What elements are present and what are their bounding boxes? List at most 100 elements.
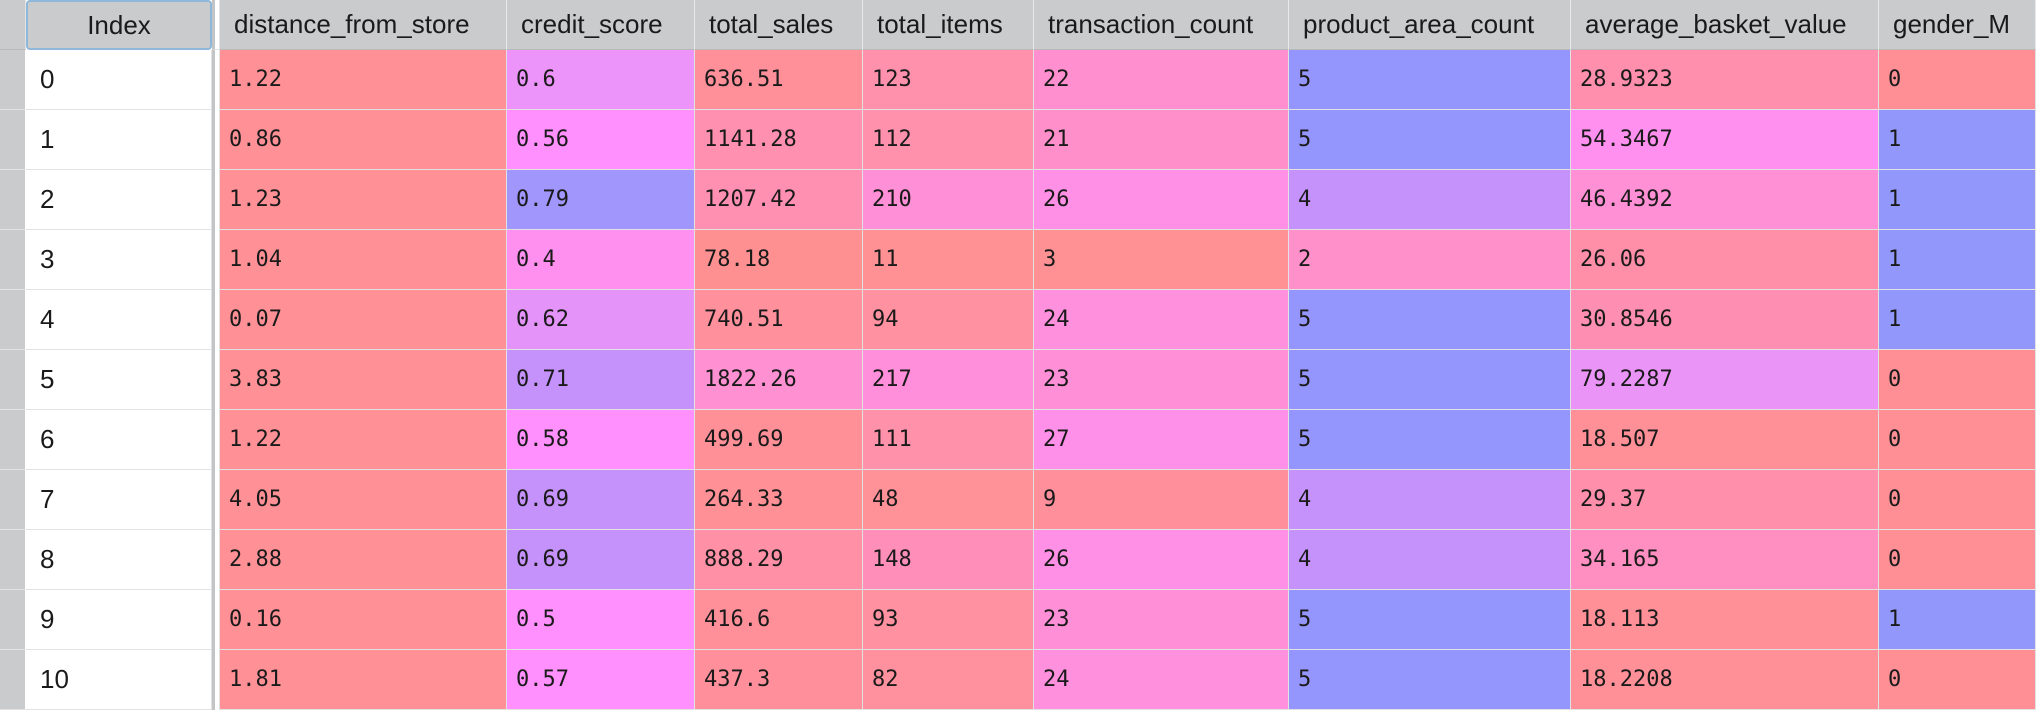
table-cell[interactable]: 0.71 — [507, 350, 695, 410]
table-cell[interactable]: 1 — [1879, 290, 2036, 350]
table-cell[interactable]: 0.5 — [507, 590, 695, 650]
table-cell[interactable]: 740.51 — [695, 290, 863, 350]
column-header-total-sales[interactable]: total_sales — [695, 0, 863, 50]
table-cell[interactable]: 416.6 — [695, 590, 863, 650]
table-cell[interactable]: 0 — [1879, 350, 2036, 410]
table-cell[interactable]: 11 — [863, 230, 1034, 290]
column-header-distance-from-store[interactable]: distance_from_store — [220, 0, 507, 50]
table-cell[interactable]: 94 — [863, 290, 1034, 350]
table-cell[interactable]: 437.3 — [695, 650, 863, 710]
table-cell[interactable]: 5 — [1289, 650, 1571, 710]
row-selector[interactable] — [0, 410, 26, 470]
table-cell[interactable]: 78.18 — [695, 230, 863, 290]
table-cell[interactable]: 2 — [1289, 230, 1571, 290]
table-cell[interactable]: 21 — [1034, 110, 1289, 170]
table-cell[interactable]: 112 — [863, 110, 1034, 170]
table-cell[interactable]: 1.22 — [220, 410, 507, 470]
table-cell[interactable]: 1.22 — [220, 50, 507, 110]
table-cell[interactable]: 24 — [1034, 650, 1289, 710]
table-cell[interactable]: 5 — [1289, 110, 1571, 170]
table-cell[interactable]: 1.81 — [220, 650, 507, 710]
table-cell[interactable]: 79.2287 — [1571, 350, 1879, 410]
table-cell[interactable]: 0 — [1879, 470, 2036, 530]
table-cell[interactable]: 1.23 — [220, 170, 507, 230]
row-selector[interactable] — [0, 350, 26, 410]
table-cell[interactable]: 0.69 — [507, 470, 695, 530]
column-header-average-basket-value[interactable]: average_basket_value — [1571, 0, 1879, 50]
table-cell[interactable]: 148 — [863, 530, 1034, 590]
table-cell[interactable]: 0.86 — [220, 110, 507, 170]
table-cell[interactable]: 0.58 — [507, 410, 695, 470]
table-cell[interactable]: 28.9323 — [1571, 50, 1879, 110]
table-cell[interactable]: 29.37 — [1571, 470, 1879, 530]
column-header-transaction-count[interactable]: transaction_count — [1034, 0, 1289, 50]
row-selector[interactable] — [0, 110, 26, 170]
table-cell[interactable]: 4 — [1289, 170, 1571, 230]
table-cell[interactable]: 111 — [863, 410, 1034, 470]
table-cell[interactable]: 0.57 — [507, 650, 695, 710]
table-cell[interactable]: 1.04 — [220, 230, 507, 290]
table-cell[interactable]: 1 — [1879, 230, 2036, 290]
table-cell[interactable]: 5 — [1289, 50, 1571, 110]
table-cell[interactable]: 26 — [1034, 530, 1289, 590]
table-cell[interactable]: 0 — [1879, 50, 2036, 110]
table-cell[interactable]: 5 — [1289, 590, 1571, 650]
table-cell[interactable]: 18.507 — [1571, 410, 1879, 470]
table-cell[interactable]: 23 — [1034, 590, 1289, 650]
table-cell[interactable]: 4.05 — [220, 470, 507, 530]
table-cell[interactable]: 5 — [1289, 290, 1571, 350]
table-cell[interactable]: 18.2208 — [1571, 650, 1879, 710]
column-header-index[interactable]: Index — [26, 0, 212, 50]
row-selector[interactable] — [0, 230, 26, 290]
table-cell[interactable]: 26 — [1034, 170, 1289, 230]
table-cell[interactable]: 46.4392 — [1571, 170, 1879, 230]
table-cell[interactable]: 499.69 — [695, 410, 863, 470]
table-cell[interactable]: 3.83 — [220, 350, 507, 410]
row-selector[interactable] — [0, 590, 26, 650]
table-cell[interactable]: 93 — [863, 590, 1034, 650]
row-selector[interactable] — [0, 50, 26, 110]
table-cell[interactable]: 23 — [1034, 350, 1289, 410]
table-cell[interactable]: 1141.28 — [695, 110, 863, 170]
table-cell[interactable]: 24 — [1034, 290, 1289, 350]
row-selector[interactable] — [0, 170, 26, 230]
table-cell[interactable]: 0 — [1879, 530, 2036, 590]
table-cell[interactable]: 217 — [863, 350, 1034, 410]
table-cell[interactable]: 18.113 — [1571, 590, 1879, 650]
table-cell[interactable]: 0.79 — [507, 170, 695, 230]
table-cell[interactable]: 5 — [1289, 350, 1571, 410]
table-cell[interactable]: 210 — [863, 170, 1034, 230]
table-cell[interactable]: 82 — [863, 650, 1034, 710]
table-cell[interactable]: 5 — [1289, 410, 1571, 470]
table-cell[interactable]: 1822.26 — [695, 350, 863, 410]
table-cell[interactable]: 26.06 — [1571, 230, 1879, 290]
column-header-gender-M[interactable]: gender_M — [1879, 0, 2036, 50]
table-cell[interactable]: 48 — [863, 470, 1034, 530]
row-selector[interactable] — [0, 470, 26, 530]
table-cell[interactable]: 54.3467 — [1571, 110, 1879, 170]
table-cell[interactable]: 4 — [1289, 530, 1571, 590]
table-cell[interactable]: 27 — [1034, 410, 1289, 470]
table-cell[interactable]: 0.4 — [507, 230, 695, 290]
table-cell[interactable]: 0.69 — [507, 530, 695, 590]
table-cell[interactable]: 2.88 — [220, 530, 507, 590]
table-cell[interactable]: 1207.42 — [695, 170, 863, 230]
column-header-product-area-count[interactable]: product_area_count — [1289, 0, 1571, 50]
table-cell[interactable]: 0.56 — [507, 110, 695, 170]
table-cell[interactable]: 34.165 — [1571, 530, 1879, 590]
table-cell[interactable]: 22 — [1034, 50, 1289, 110]
row-selector[interactable] — [0, 290, 26, 350]
table-cell[interactable]: 9 — [1034, 470, 1289, 530]
table-cell[interactable]: 1 — [1879, 590, 2036, 650]
table-cell[interactable]: 0.16 — [220, 590, 507, 650]
row-selector[interactable] — [0, 530, 26, 590]
column-header-credit-score[interactable]: credit_score — [507, 0, 695, 50]
table-cell[interactable]: 30.8546 — [1571, 290, 1879, 350]
table-cell[interactable]: 3 — [1034, 230, 1289, 290]
table-cell[interactable]: 123 — [863, 50, 1034, 110]
table-cell[interactable]: 264.33 — [695, 470, 863, 530]
table-cell[interactable]: 0.62 — [507, 290, 695, 350]
table-cell[interactable]: 888.29 — [695, 530, 863, 590]
table-cell[interactable]: 1 — [1879, 170, 2036, 230]
table-cell[interactable]: 0 — [1879, 650, 2036, 710]
